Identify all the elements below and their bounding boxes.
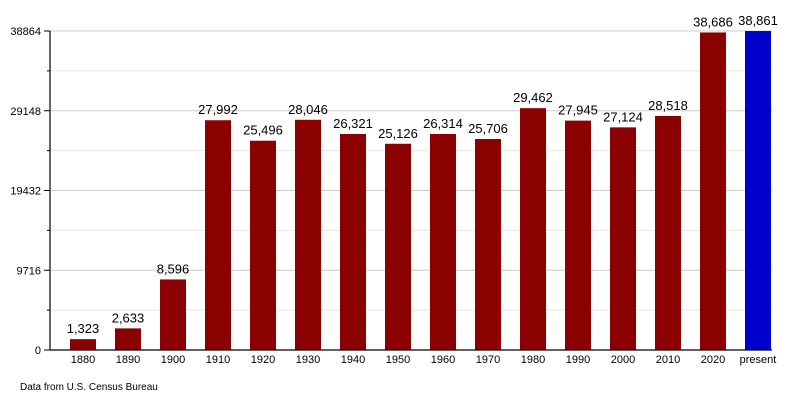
- data-label-present: 38,861: [738, 13, 778, 28]
- data-label-1900: 8,596: [157, 261, 190, 276]
- x-tick-label-1920: 1920: [251, 354, 275, 366]
- data-label-2000: 27,124: [603, 109, 643, 124]
- x-tick-label-1890: 1890: [116, 354, 140, 366]
- bar-1900: [160, 279, 186, 350]
- bar-1950: [385, 143, 411, 350]
- bar-present: [745, 31, 771, 350]
- bar-2010: [655, 115, 681, 350]
- data-label-1930: 28,046: [288, 102, 328, 117]
- x-tick-label-2010: 2010: [656, 354, 680, 366]
- y-tick-label: 38864: [10, 26, 41, 38]
- bar-1940: [340, 133, 366, 350]
- x-tick-label-1880: 1880: [71, 354, 95, 366]
- bar-1960: [430, 134, 456, 350]
- data-label-1890: 2,633: [112, 310, 145, 325]
- x-tick-label-1900: 1900: [161, 354, 185, 366]
- x-tick-label-2000: 2000: [611, 354, 635, 366]
- y-tick-label: 0: [35, 345, 41, 357]
- data-label-1920: 25,496: [243, 123, 283, 138]
- data-label-1940: 26,321: [333, 116, 373, 131]
- x-tick-label-1910: 1910: [206, 354, 230, 366]
- bar-1910: [205, 120, 231, 350]
- bar-1990: [565, 120, 591, 350]
- x-tick-label-1980: 1980: [521, 354, 545, 366]
- data-label-1960: 26,314: [423, 116, 463, 131]
- bar-1930: [295, 119, 321, 350]
- x-tick-label-1990: 1990: [566, 354, 590, 366]
- data-label-2010: 28,518: [648, 98, 688, 113]
- data-label-1950: 25,126: [378, 126, 418, 141]
- x-tick-label-1960: 1960: [431, 354, 455, 366]
- x-tick-label-1970: 1970: [476, 354, 500, 366]
- y-tick-label: 19432: [10, 186, 41, 198]
- data-label-1910: 27,992: [198, 102, 238, 117]
- data-label-1980: 29,462: [513, 90, 553, 105]
- data-label-2020: 38,686: [693, 14, 733, 29]
- bar-1980: [520, 108, 546, 350]
- data-label-1880: 1,323: [67, 321, 100, 336]
- x-tick-label-1940: 1940: [341, 354, 365, 366]
- x-tick-label-2020: 2020: [701, 354, 725, 366]
- bar-1890: [115, 328, 141, 350]
- y-tick-label: 9716: [17, 265, 41, 277]
- bar-1880: [70, 339, 96, 350]
- data-label-1990: 27,945: [558, 103, 598, 118]
- x-tick-label-1930: 1930: [296, 354, 320, 366]
- bar-2000: [610, 127, 636, 350]
- bar-1920: [250, 140, 276, 350]
- x-tick-label-1950: 1950: [386, 354, 410, 366]
- bar-1970: [475, 139, 501, 350]
- bar-2020: [700, 32, 726, 350]
- source-note: Data from U.S. Census Bureau: [20, 382, 158, 393]
- x-tick-label-present: present: [740, 354, 777, 366]
- data-label-1970: 25,706: [468, 121, 508, 136]
- y-tick-label: 29148: [10, 106, 41, 118]
